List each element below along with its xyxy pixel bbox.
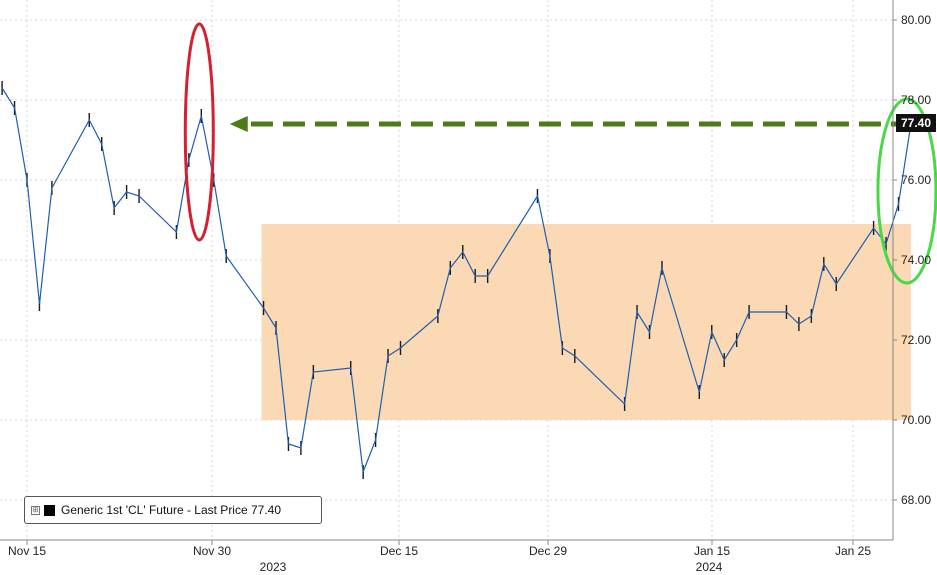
year-label: 2023 <box>260 560 287 574</box>
arrow-head-icon <box>229 116 248 132</box>
range-highlight-band <box>261 224 911 420</box>
legend-label: Generic 1st 'CL' Future - Last Price 77.… <box>61 503 282 517</box>
x-tick-label: Jan 25 <box>835 544 871 558</box>
green-circle-annotation <box>876 97 937 285</box>
x-tick-label: Dec 15 <box>380 544 418 558</box>
legend-toggle-icon[interactable]: ⊞ <box>31 505 40 515</box>
x-axis-ticks: Nov 15 Nov 30 Dec 15 Dec 29 Jan 15 Jan 25 2023… <box>8 540 871 574</box>
x-tick-label: Nov 30 <box>193 544 231 558</box>
y-tick-label: 68.00 <box>901 493 931 507</box>
price-line <box>1 87 912 473</box>
y-tick-label: 72.00 <box>901 333 931 347</box>
y-tick-label: 76.00 <box>901 173 931 187</box>
series-swatch-icon <box>44 504 55 516</box>
last-price-tag: 77.40 <box>896 114 936 132</box>
dashed-arrow-annotation <box>229 116 913 132</box>
red-circle-annotation <box>183 22 215 242</box>
y-axis-ticks: 68.00 70.00 72.00 74.00 76.00 78.00 80.00 <box>893 13 931 507</box>
x-tick-label: Dec 29 <box>529 544 567 558</box>
y-tick-label: 74.00 <box>901 253 931 267</box>
x-tick-label: Jan 15 <box>694 544 730 558</box>
chart-legend: ⊞ Generic 1st 'CL' Future - Last Price 7… <box>24 496 322 524</box>
y-tick-label: 78.00 <box>901 93 931 107</box>
y-tick-label: 70.00 <box>901 413 931 427</box>
y-tick-label: 80.00 <box>901 13 931 27</box>
year-label: 2024 <box>696 560 723 574</box>
x-tick-label: Nov 15 <box>8 544 46 558</box>
last-price-label: 77.40 <box>901 116 931 130</box>
